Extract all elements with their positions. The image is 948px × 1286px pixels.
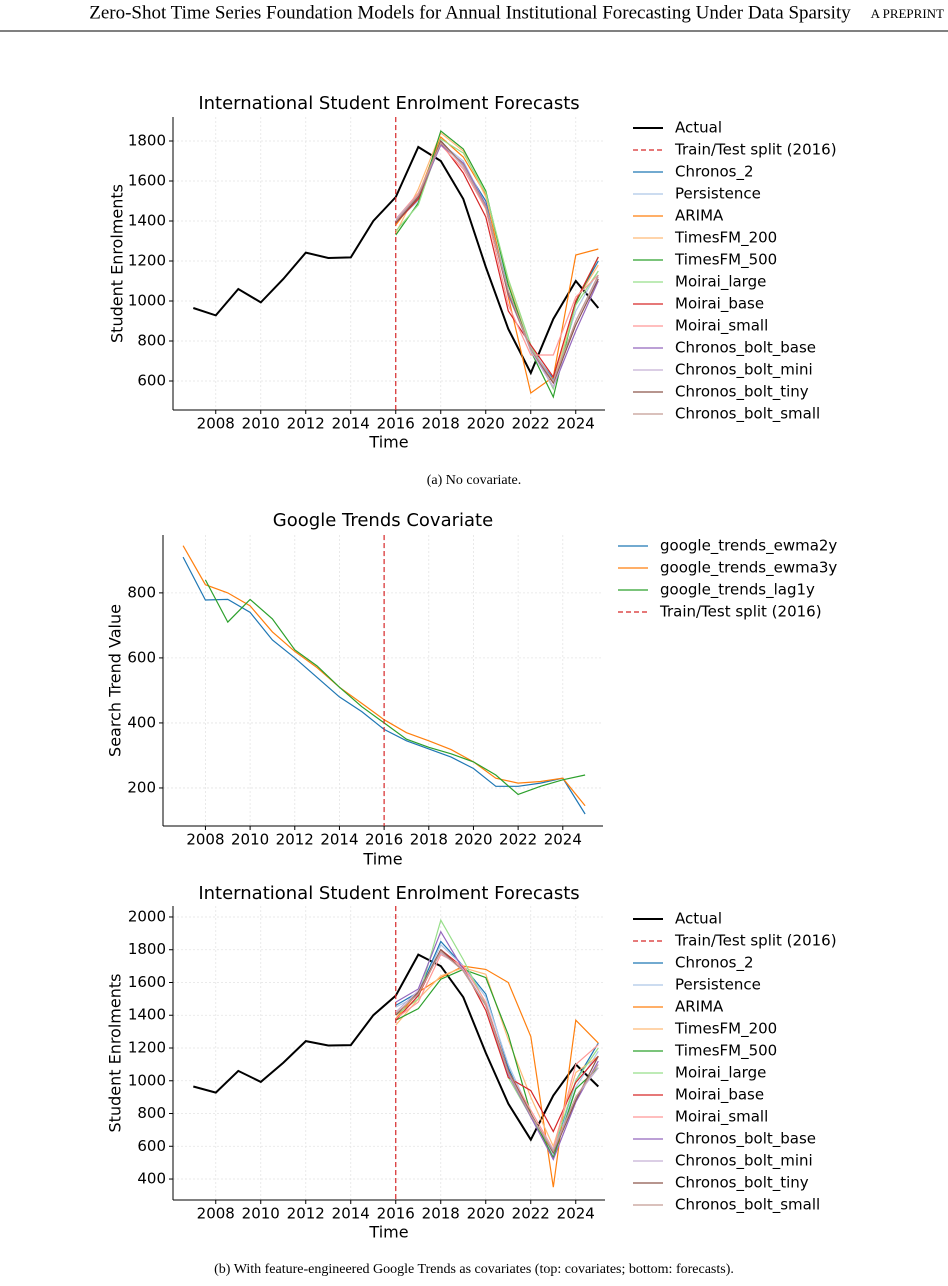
x-tick-label: 2018 <box>422 1205 460 1223</box>
legend-label: Actual <box>675 910 722 928</box>
x-tick-label: 2016 <box>377 415 415 433</box>
series-line <box>395 968 599 1160</box>
y-tick-label: 1400 <box>128 1006 166 1024</box>
legend-label: Chronos_2 <box>675 163 754 182</box>
x-axis-label: Time <box>368 1223 408 1242</box>
y-tick-label: 600 <box>127 648 156 666</box>
y-tick-label: 1400 <box>128 212 166 230</box>
x-tick-label: 2018 <box>410 831 448 849</box>
x-tick-label: 2016 <box>377 1205 415 1223</box>
legend-label: google_trends_lag1y <box>660 581 815 600</box>
y-tick-label: 600 <box>137 1137 166 1155</box>
x-tick-label: 2012 <box>287 1205 325 1223</box>
y-tick-label: 2000 <box>128 907 166 925</box>
series-line <box>204 579 586 796</box>
chart-title: Google Trends Covariate <box>273 510 493 531</box>
legend-label: Train/Test split (2016) <box>659 603 822 621</box>
legend-label: Chronos_bolt_small <box>675 405 820 424</box>
header-title: Zero-Shot Time Series Foundation Models … <box>89 2 851 23</box>
legend-label: Chronos_bolt_mini <box>675 1152 813 1171</box>
x-tick-label: 2014 <box>332 415 370 433</box>
legend-label: Persistence <box>675 976 761 994</box>
legend-label: Chronos_2 <box>675 954 754 973</box>
legend-label: Moirai_small <box>675 1108 768 1127</box>
x-tick-label: 2020 <box>467 1205 505 1223</box>
x-tick-label: 2020 <box>454 831 492 849</box>
y-tick-label: 1200 <box>128 1039 166 1057</box>
x-tick-label: 2014 <box>320 831 358 849</box>
y-tick-label: 800 <box>137 332 166 350</box>
y-tick-label: 1000 <box>128 292 166 310</box>
x-tick-label: 2010 <box>242 415 280 433</box>
x-axis-label: Time <box>368 433 408 452</box>
legend-label: Moirai_large <box>675 273 766 292</box>
y-tick-label: 1600 <box>128 973 166 991</box>
x-tick-label: 2014 <box>332 1205 370 1223</box>
legend-label: ARIMA <box>675 998 724 1016</box>
x-tick-label: 2024 <box>557 415 595 433</box>
series-line <box>395 953 599 1152</box>
y-tick-label: 400 <box>127 713 156 731</box>
y-tick-label: 200 <box>127 778 156 796</box>
x-axis-label: Time <box>362 850 402 869</box>
y-tick-label: 1000 <box>128 1071 166 1089</box>
x-tick-label: 2008 <box>197 1205 235 1223</box>
legend-label: Chronos_bolt_mini <box>675 361 813 380</box>
legend-label: Moirai_base <box>675 295 764 314</box>
x-tick-label: 2024 <box>544 831 582 849</box>
x-tick-label: 2022 <box>512 1205 550 1223</box>
legend-label: google_trends_ewma3y <box>660 559 837 578</box>
x-tick-label: 2010 <box>231 831 269 849</box>
y-tick-label: 1800 <box>128 940 166 958</box>
y-tick-label: 600 <box>137 372 166 390</box>
y-tick-label: 400 <box>137 1170 166 1188</box>
x-tick-label: 2008 <box>186 831 224 849</box>
x-tick-label: 2016 <box>365 831 403 849</box>
legend-label: Persistence <box>675 185 761 203</box>
x-tick-label: 2024 <box>557 1205 595 1223</box>
legend-label: TimesFM_500 <box>674 251 777 270</box>
legend-label: Moirai_small <box>675 317 768 336</box>
y-axis-label: Student Enrolments <box>106 974 125 1133</box>
x-tick-label: 2022 <box>512 415 550 433</box>
legend-label: Chronos_bolt_tiny <box>675 383 809 402</box>
series-line <box>395 950 599 1153</box>
chart-title: International Student Enrolment Forecast… <box>198 93 579 114</box>
y-tick-label: 800 <box>137 1104 166 1122</box>
y-axis-label: Student Enrolments <box>108 184 127 343</box>
y-tick-label: 1800 <box>128 132 166 150</box>
y-tick-label: 800 <box>127 583 156 601</box>
header-right: A PREPRINT <box>871 6 944 21</box>
x-tick-label: 2018 <box>422 415 460 433</box>
legend-label: Chronos_bolt_base <box>675 339 816 358</box>
x-tick-label: 2020 <box>467 415 505 433</box>
legend-label: TimesFM_500 <box>674 1042 777 1061</box>
legend-label: Train/Test split (2016) <box>674 141 837 159</box>
caption: (b) With feature-engineered Google Trend… <box>214 1262 734 1277</box>
x-tick-label: 2012 <box>276 831 314 849</box>
legend-label: Train/Test split (2016) <box>674 932 837 950</box>
legend-label: Moirai_base <box>675 1086 764 1105</box>
series-line <box>395 965 599 1188</box>
x-tick-label: 2010 <box>242 1205 280 1223</box>
y-tick-label: 1200 <box>128 252 166 270</box>
x-tick-label: 2022 <box>499 831 537 849</box>
legend-label: Chronos_bolt_small <box>675 1196 820 1215</box>
legend-label: Moirai_large <box>675 1064 766 1083</box>
legend-label: google_trends_ewma2y <box>660 537 837 556</box>
x-tick-label: 2012 <box>287 415 325 433</box>
y-tick-label: 1600 <box>128 172 166 190</box>
x-tick-label: 2008 <box>197 415 235 433</box>
legend-label: Actual <box>675 119 722 137</box>
legend-label: ARIMA <box>675 207 724 225</box>
legend-label: TimesFM_200 <box>674 229 777 248</box>
legend-label: TimesFM_200 <box>674 1020 777 1039</box>
y-axis-label: Search Trend Value <box>106 604 125 757</box>
legend-label: Chronos_bolt_base <box>675 1130 816 1149</box>
chart-title: International Student Enrolment Forecast… <box>198 883 579 904</box>
legend-label: Chronos_bolt_tiny <box>675 1174 809 1193</box>
series-line <box>395 141 599 383</box>
caption: (a) No covariate. <box>427 473 521 488</box>
